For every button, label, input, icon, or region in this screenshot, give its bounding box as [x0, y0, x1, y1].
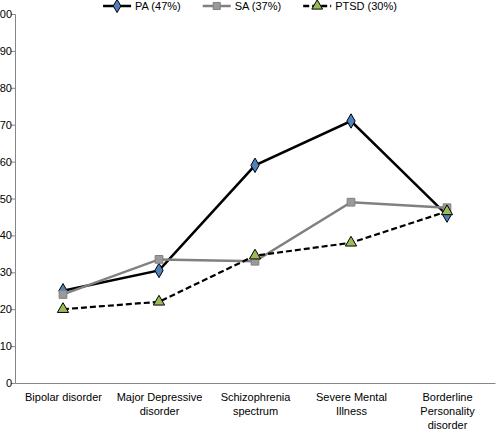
x-axis-line [16, 383, 496, 384]
marker [441, 205, 452, 215]
y-tick-label: 70 [0, 119, 12, 131]
legend-marker [213, 2, 220, 9]
legend-item: SA (37%) [203, 0, 281, 12]
y-axis: 0 10 20 30 40 50 60 70 80 90 100 [0, 8, 16, 389]
y-tick-label: 50 [0, 193, 12, 205]
y-tick-label: 60 [0, 156, 12, 168]
series-line [63, 202, 447, 294]
marker [57, 303, 68, 313]
y-tick: 70 [0, 119, 15, 131]
y-tick: 100 [0, 8, 15, 20]
marker [347, 198, 355, 206]
marker [345, 236, 356, 246]
y-tick: 10 [0, 340, 15, 352]
x-tick-label: Major Depressivedisorder [117, 391, 203, 417]
legend-item: PA (47%) [103, 0, 181, 13]
x-tick-label: Schizophreniaspectrum [221, 391, 292, 417]
legend: PA (47%) SA (37%) PTSD (30%) [103, 0, 397, 13]
y-tick-label: 10 [0, 340, 12, 352]
marker [155, 263, 163, 277]
x-tick-label: Bipolar disorder [25, 391, 102, 403]
marker [153, 295, 164, 305]
series-markers [59, 198, 451, 298]
x-axis: Bipolar disorder Major Depressivedisorder… [16, 383, 496, 431]
y-tick-label: 90 [0, 45, 12, 57]
x-tick: Schizophreniaspectrum [221, 383, 292, 417]
x-tick: Bipolar disorder [25, 383, 102, 403]
y-tick: 60 [0, 156, 15, 168]
y-tick-label: 80 [0, 82, 12, 94]
y-tick: 80 [0, 82, 15, 94]
marker [251, 158, 259, 172]
series-line [63, 121, 447, 291]
y-tick-label: 0 [6, 377, 12, 389]
x-tick-label: BorderlinePersonalitydisorder [420, 391, 475, 431]
y-tick: 30 [0, 266, 15, 278]
y-tick-label: 40 [0, 229, 12, 241]
series-markers [59, 114, 451, 298]
y-tick-label: 30 [0, 266, 12, 278]
y-tick: 20 [0, 303, 15, 315]
legend-marker [312, 0, 323, 9]
x-tick-label: Severe MentalIllness [316, 391, 387, 417]
marker [155, 256, 163, 264]
x-tick: Severe MentalIllness [316, 383, 387, 417]
x-tick: Major Depressivedisorder [117, 383, 203, 417]
legend-label: PTSD (30%) [335, 0, 397, 12]
y-tick: 40 [0, 229, 15, 241]
marker [59, 291, 67, 299]
series-line [63, 211, 447, 309]
y-tick: 50 [0, 193, 15, 205]
marker [59, 284, 67, 298]
marker [249, 249, 260, 259]
legend-label: PA (47%) [135, 0, 181, 12]
marker [347, 114, 355, 128]
y-tick-label: 100 [0, 8, 12, 20]
legend-label: SA (37%) [235, 0, 281, 12]
y-tick: 0 [6, 377, 15, 389]
x-tick: BorderlinePersonalitydisorder [420, 383, 475, 431]
legend-marker [113, 0, 121, 13]
plot-area [57, 114, 452, 313]
y-tick-label: 20 [0, 303, 12, 315]
y-tick: 90 [0, 45, 15, 57]
legend-item: PTSD (30%) [303, 0, 397, 12]
series-markers [57, 205, 452, 313]
chart: 0 10 20 30 40 50 60 70 80 90 100 Bipolar disorder Ma… [0, 0, 500, 434]
